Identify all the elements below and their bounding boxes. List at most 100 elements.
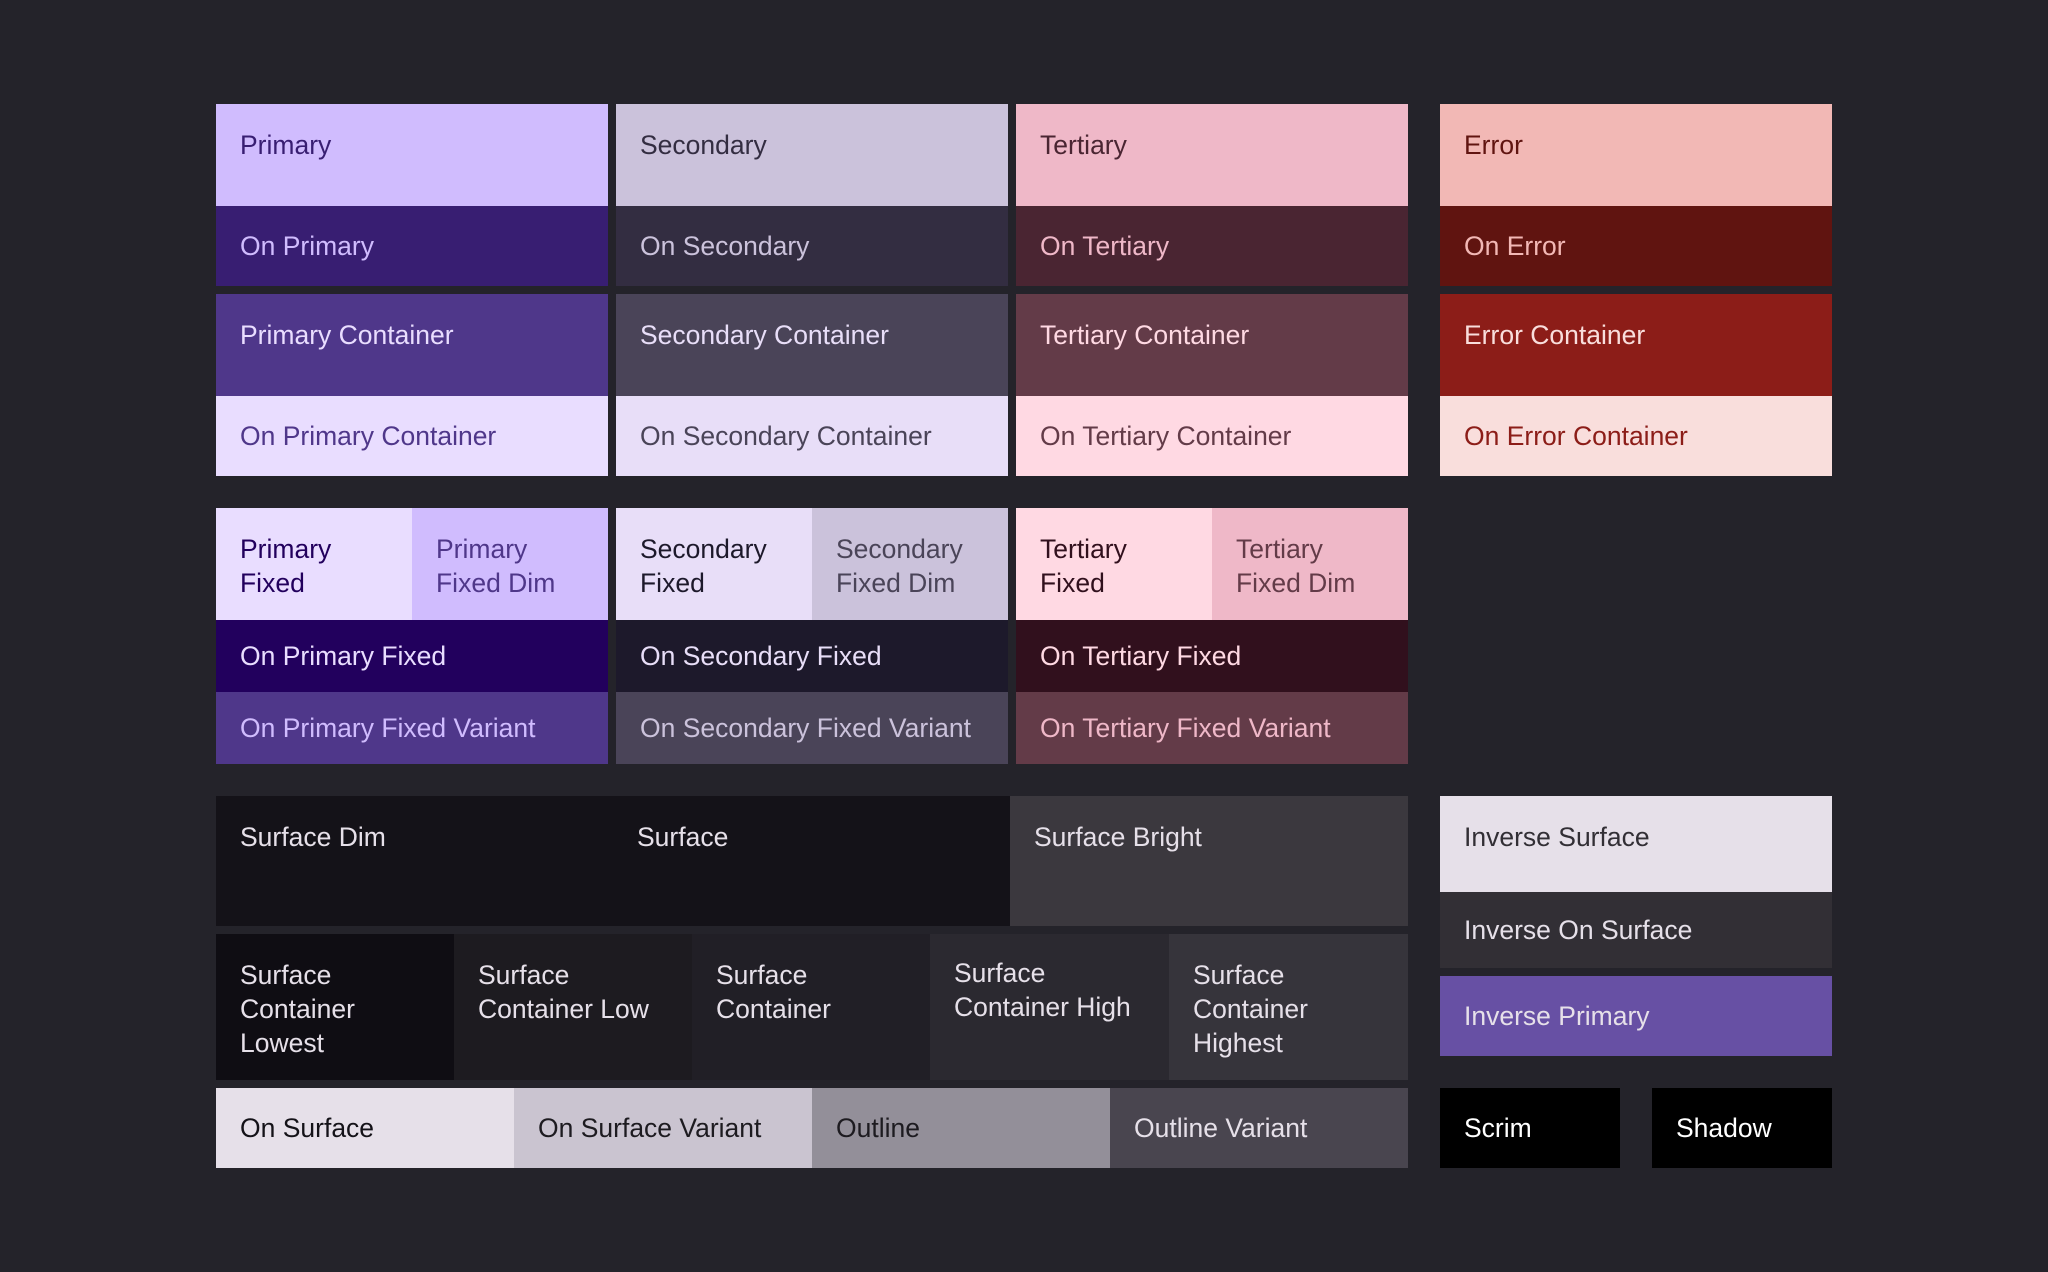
swatch-surface-container: Surface Container (692, 934, 930, 1080)
swatch-tertiary-container: Tertiary Container (1016, 294, 1408, 396)
swatch-label-line-2: Container Low (478, 994, 649, 1024)
swatch-label: Shadow (1676, 1113, 1772, 1143)
swatch-tertiary-fixed-dim: Tertiary Fixed Dim (1212, 508, 1408, 620)
swatch-tertiary: Tertiary (1016, 104, 1408, 206)
swatch-outline: Outline (812, 1088, 1110, 1168)
swatch-surface-bright: Surface Bright (1010, 796, 1408, 926)
swatch-primary: Primary (216, 104, 608, 206)
swatch-label: On Tertiary Fixed (1040, 641, 1242, 671)
swatch-label-line-2: Fixed (240, 568, 305, 598)
swatch-label-line-2: Fixed Dim (836, 568, 956, 598)
swatch-label: On Primary Container (240, 421, 497, 451)
swatch-label-line-1: Surface (240, 960, 332, 990)
swatch-label-line-2: Fixed (640, 568, 705, 598)
swatch-on-secondary: On Secondary (616, 206, 1008, 286)
swatch-label: Primary Container (240, 320, 454, 350)
swatch-label-line-1: Tertiary (1040, 534, 1127, 564)
swatch-label-line-1: Surface (716, 960, 808, 990)
swatch-label-line-3: Highest (1193, 1028, 1283, 1058)
swatch-label: On Primary (240, 231, 374, 261)
swatch-label-line-2: Fixed (1040, 568, 1105, 598)
swatch-label-line-1: Tertiary (1236, 534, 1323, 564)
swatch-label: On Surface (240, 1113, 375, 1143)
swatch-label: Tertiary Container (1040, 320, 1250, 350)
swatch-label-line-1: Surface (478, 960, 570, 990)
swatch-label-line-1: Primary (240, 534, 332, 564)
swatch-on-primary-container: On Primary Container (216, 396, 608, 476)
swatch-label: Tertiary (1040, 130, 1127, 160)
swatch-secondary: Secondary (616, 104, 1008, 206)
swatch-on-primary-fixed: On Primary Fixed (216, 620, 608, 692)
swatch-surface-container-highest: Surface Container Highest (1169, 934, 1408, 1080)
swatch-label-line-1: Secondary (640, 534, 767, 564)
swatch-label-line-2: Fixed Dim (1236, 568, 1356, 598)
swatch-shadow: Shadow (1652, 1088, 1832, 1168)
swatch-surface: Surface (613, 796, 1010, 926)
swatch-label: Error (1464, 130, 1523, 160)
swatch-label: Outline (836, 1113, 920, 1143)
swatch-primary-container: Primary Container (216, 294, 608, 396)
swatch-label-line-1: Surface (954, 958, 1046, 988)
swatch-label-line-1: Primary (436, 534, 528, 564)
swatch-label: On Error (1464, 231, 1566, 261)
swatch-label: Surface (637, 822, 729, 852)
swatch-label-line-3: Lowest (240, 1028, 324, 1058)
swatch-label-line-2: Container (716, 994, 831, 1024)
swatch-label: On Secondary Container (640, 421, 932, 451)
swatch-label-line-2: Fixed Dim (436, 568, 556, 598)
swatch-label: Primary (240, 130, 332, 160)
swatch-label: Inverse Surface (1464, 822, 1650, 852)
swatch-on-secondary-fixed-variant: On Secondary Fixed Variant (616, 692, 1008, 764)
swatch-on-primary: On Primary (216, 206, 608, 286)
swatch-label: On Primary Fixed Variant (240, 713, 536, 743)
swatch-error-container: Error Container (1440, 294, 1832, 396)
swatch-on-primary-fixed-variant: On Primary Fixed Variant (216, 692, 608, 764)
swatch-on-tertiary-container: On Tertiary Container (1016, 396, 1408, 476)
swatch-primary-fixed: Primary Fixed (216, 508, 412, 620)
swatch-on-surface: On Surface (216, 1088, 514, 1168)
swatch-label: On Secondary (640, 231, 810, 261)
swatch-on-tertiary: On Tertiary (1016, 206, 1408, 286)
swatch-label: On Surface Variant (538, 1113, 762, 1143)
swatch-on-secondary-fixed: On Secondary Fixed (616, 620, 1008, 692)
swatch-label: On Tertiary Fixed Variant (1040, 713, 1331, 743)
swatch-label: Inverse Primary (1464, 1001, 1650, 1031)
swatch-on-tertiary-fixed: On Tertiary Fixed (1016, 620, 1408, 692)
swatch-label-line-2: Container (240, 994, 355, 1024)
swatch-surface-container-lowest: Surface Container Lowest (216, 934, 454, 1080)
swatch-label-line-2: Container (1193, 994, 1308, 1024)
swatch-label: Secondary (640, 130, 767, 160)
swatch-surface-dim: Surface Dim (216, 796, 613, 926)
swatch-outline-variant: Outline Variant (1110, 1088, 1408, 1168)
swatch-error: Error (1440, 104, 1832, 206)
swatch-secondary-container: Secondary Container (616, 294, 1008, 396)
swatch-secondary-fixed: Secondary Fixed (616, 508, 812, 620)
swatch-secondary-fixed-dim: Secondary Fixed Dim (812, 508, 1008, 620)
swatch-label: On Primary Fixed (240, 641, 447, 671)
swatch-surface-container-low: Surface Container Low (454, 934, 692, 1080)
swatch-tertiary-fixed: Tertiary Fixed (1016, 508, 1212, 620)
swatch-label: Scrim (1464, 1113, 1532, 1143)
swatch-label-line-1: Surface (1193, 960, 1285, 990)
swatch-label: On Error Container (1464, 421, 1688, 451)
swatch-label: Secondary Container (640, 320, 889, 350)
swatch-label: Inverse On Surface (1464, 915, 1693, 945)
swatch-on-surface-variant: On Surface Variant (514, 1088, 812, 1168)
swatch-primary-fixed-dim: Primary Fixed Dim (412, 508, 608, 620)
swatch-on-error: On Error (1440, 206, 1832, 286)
swatch-on-error-container: On Error Container (1440, 396, 1832, 476)
swatch-on-tertiary-fixed-variant: On Tertiary Fixed Variant (1016, 692, 1408, 764)
swatch-scrim: Scrim (1440, 1088, 1620, 1168)
swatch-label: On Tertiary Container (1040, 421, 1292, 451)
swatch-surface-container-high: Surface Container High (930, 934, 1169, 1080)
swatch-inverse-primary: Inverse Primary (1440, 976, 1832, 1056)
swatch-label-line-1: Secondary (836, 534, 963, 564)
swatch-label: On Secondary Fixed Variant (640, 713, 971, 743)
swatch-inverse-surface: Inverse Surface (1440, 796, 1832, 892)
swatch-label: On Secondary Fixed (640, 641, 882, 671)
swatch-label-line-2: Container High (954, 992, 1131, 1022)
swatch-label: Outline Variant (1134, 1113, 1308, 1143)
swatch-label: Surface Bright (1034, 822, 1202, 852)
swatch-label: Surface Dim (240, 822, 386, 852)
